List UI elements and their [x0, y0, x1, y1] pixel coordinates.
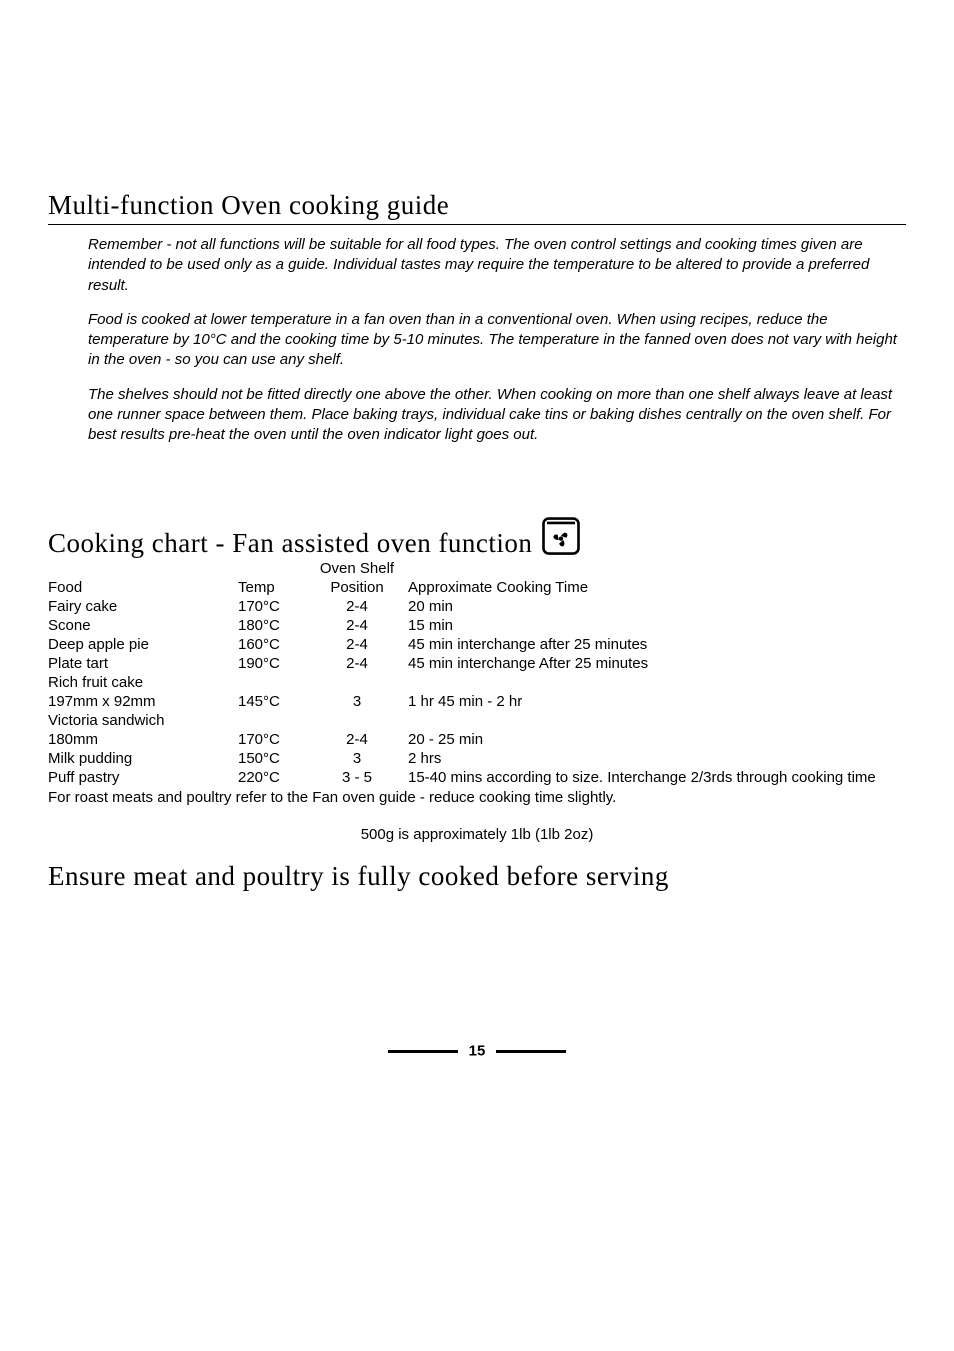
header-temp: Temp	[238, 578, 318, 597]
cell-time: 45 min interchange after 25 minutes	[408, 635, 888, 654]
intro-para-3: The shelves should not be fitted directl…	[88, 385, 906, 446]
table-row: Deep apple pie 160°C 2-4 45 min intercha…	[48, 635, 888, 654]
cell-temp: 160°C	[238, 635, 318, 654]
cell-pos: 2-4	[318, 597, 408, 616]
page-rule-right	[496, 1050, 566, 1053]
cell-pos: 2-4	[318, 730, 408, 749]
cell-pos: 2-4	[318, 635, 408, 654]
table-row: Rich fruit cake	[48, 673, 888, 692]
cell-temp: 220°C	[238, 768, 318, 787]
table-row: Scone 180°C 2-4 15 min	[48, 616, 888, 635]
cell-temp	[238, 673, 318, 692]
cell-time: 15-40 mins according to size. Interchang…	[408, 768, 888, 787]
table-row: Milk pudding 150°C 3 2 hrs	[48, 749, 888, 768]
section-title-multi: Multi-function Oven cooking guide	[48, 190, 906, 225]
cell-temp: 145°C	[238, 692, 318, 711]
cell-food: Victoria sandwich	[48, 711, 238, 730]
table-body: Fairy cake 170°C 2-4 20 min Scone 180°C …	[48, 597, 888, 787]
weight-note: 500g is approximately 1lb (1lb 2oz)	[48, 826, 906, 843]
table-row: Victoria sandwich	[48, 711, 888, 730]
cooking-chart-table: Oven Shelf Food Temp Position Approximat…	[48, 559, 888, 787]
chart-footnote: For roast meats and poultry refer to the…	[48, 789, 906, 806]
chart-title: Cooking chart - Fan assisted oven functi…	[48, 528, 532, 559]
cell-food: Puff pastry	[48, 768, 238, 787]
cell-pos: 3 - 5	[318, 768, 408, 787]
table-row: 180mm 170°C 2-4 20 - 25 min	[48, 730, 888, 749]
cell-temp: 170°C	[238, 597, 318, 616]
cell-pos: 2-4	[318, 616, 408, 635]
cell-time	[408, 711, 888, 730]
header-food: Food	[48, 578, 238, 597]
cell-food: Scone	[48, 616, 238, 635]
cell-food: Fairy cake	[48, 597, 238, 616]
cell-food: Deep apple pie	[48, 635, 238, 654]
cell-temp	[238, 711, 318, 730]
cell-time	[408, 673, 888, 692]
header-pos-top: Oven Shelf	[318, 559, 408, 578]
cell-temp: 150°C	[238, 749, 318, 768]
cell-time: 20 min	[408, 597, 888, 616]
cell-time: 1 hr 45 min - 2 hr	[408, 692, 888, 711]
cell-time: 45 min interchange After 25 minutes	[408, 654, 888, 673]
cell-food: Rich fruit cake	[48, 673, 238, 692]
cell-food: 180mm	[48, 730, 238, 749]
table-row: Plate tart 190°C 2-4 45 min interchange …	[48, 654, 888, 673]
cell-food: Milk pudding	[48, 749, 238, 768]
table-header-row-2: Food Temp Position Approximate Cooking T…	[48, 578, 888, 597]
header-time: Approximate Cooking Time	[408, 578, 888, 597]
cell-temp: 190°C	[238, 654, 318, 673]
intro-para-2: Food is cooked at lower temperature in a…	[88, 310, 906, 371]
table-header-row-1: Oven Shelf	[48, 559, 888, 578]
table-row: 197mm x 92mm 145°C 3 1 hr 45 min - 2 hr	[48, 692, 888, 711]
cell-pos: 2-4	[318, 654, 408, 673]
cell-time: 2 hrs	[408, 749, 888, 768]
cell-food: 197mm x 92mm	[48, 692, 238, 711]
cell-time: 20 - 25 min	[408, 730, 888, 749]
page-number-value: 15	[469, 1043, 486, 1060]
ensure-title: Ensure meat and poultry is fully cooked …	[48, 861, 906, 892]
cell-pos: 3	[318, 692, 408, 711]
intro-para-1: Remember - not all functions will be sui…	[88, 235, 906, 296]
page-number: 15	[48, 1042, 906, 1060]
cell-temp: 170°C	[238, 730, 318, 749]
page-rule-left	[388, 1050, 458, 1053]
cell-food: Plate tart	[48, 654, 238, 673]
header-pos: Position	[318, 578, 408, 597]
cell-time: 15 min	[408, 616, 888, 635]
table-row: Fairy cake 170°C 2-4 20 min	[48, 597, 888, 616]
fan-assisted-icon	[540, 515, 582, 557]
cell-pos: 3	[318, 749, 408, 768]
cell-pos	[318, 711, 408, 730]
chart-title-row: Cooking chart - Fan assisted oven functi…	[48, 515, 906, 559]
table-row: Puff pastry 220°C 3 - 5 15-40 mins accor…	[48, 768, 888, 787]
cell-pos	[318, 673, 408, 692]
cell-temp: 180°C	[238, 616, 318, 635]
